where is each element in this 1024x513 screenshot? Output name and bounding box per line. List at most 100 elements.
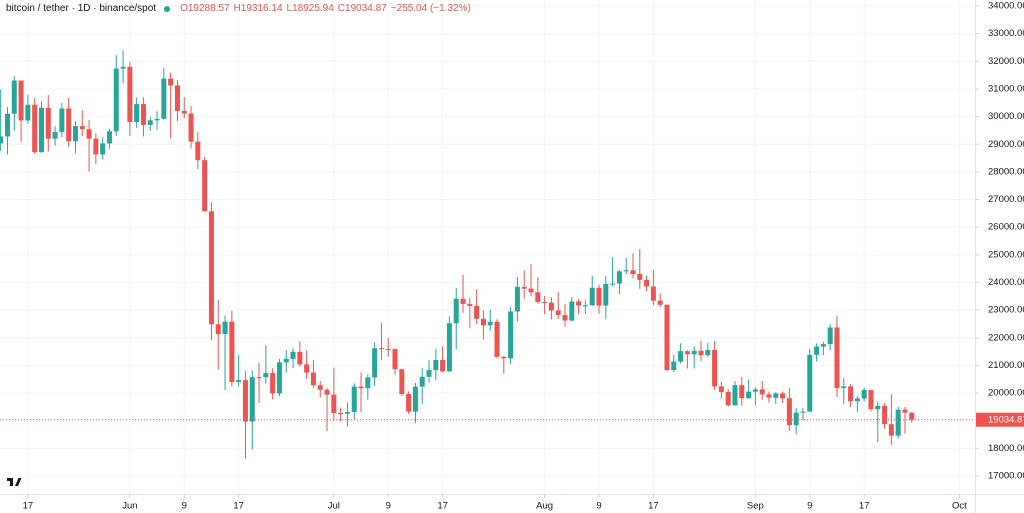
candle-body (650, 286, 656, 301)
y-tick-label: 21000.00 (988, 360, 1024, 371)
candle-body (596, 287, 602, 306)
candle-body (630, 270, 636, 275)
logo-bg (3, 471, 27, 491)
y-tick-label: 33000.00 (988, 28, 1024, 39)
candle-body (310, 372, 316, 386)
y-tick-label: 22000.00 (988, 332, 1024, 343)
x-tick-label: 9 (807, 501, 812, 512)
candle-body (834, 327, 840, 389)
candle-body (45, 107, 51, 139)
ohlc-open: O19288.57 (180, 3, 230, 14)
candle-body (616, 271, 622, 284)
candle-body (508, 311, 514, 359)
y-tick-label: 26000.00 (988, 222, 1024, 233)
candle-body (338, 412, 344, 414)
candle-body (215, 324, 221, 335)
candle-body (120, 66, 126, 69)
candle-body (106, 131, 112, 144)
candle-body (304, 364, 310, 373)
candle-body (263, 373, 269, 378)
candle-body (644, 279, 650, 287)
x-tick-label: 9 (596, 501, 601, 512)
candle-body (902, 409, 908, 413)
y-tick-label: 23000.00 (988, 305, 1024, 316)
x-tick-label: Aug (536, 501, 553, 512)
candle-body (848, 386, 854, 402)
candle-body (236, 380, 242, 382)
candle-body (392, 349, 398, 370)
candle-body (712, 349, 718, 387)
candle-body (610, 283, 616, 285)
candle-body (202, 160, 208, 212)
x-tick-label: Sep (747, 501, 764, 512)
candle-body (134, 104, 140, 122)
candle-body (664, 304, 670, 371)
candle-body (385, 348, 391, 350)
candle-body (181, 110, 187, 114)
candle-body (195, 141, 201, 161)
candle-body (453, 298, 459, 324)
candle-body (174, 85, 180, 111)
candle-body (487, 321, 493, 326)
candle-body (32, 104, 38, 153)
y-tick-label: 30000.00 (988, 111, 1024, 122)
candle-body (535, 292, 541, 303)
y-tick-label: 28000.00 (988, 166, 1024, 177)
y-tick-label: 20000.00 (988, 388, 1024, 399)
candle-body (637, 274, 643, 280)
candles (0, 50, 915, 459)
candle-body (882, 405, 888, 425)
logo-mark (7, 478, 22, 486)
candle-body (161, 78, 167, 119)
candle-body (623, 270, 629, 272)
candle-body (86, 129, 92, 139)
candle-body (739, 385, 745, 399)
candle-body (297, 351, 303, 365)
y-tick-label: 29000.00 (988, 139, 1024, 150)
candle-body (752, 389, 758, 392)
candle-body (474, 305, 480, 319)
candle-body (59, 108, 65, 132)
candle-body (759, 389, 765, 395)
candle-body (671, 361, 677, 371)
candle-body (249, 377, 255, 422)
candle-body (399, 369, 405, 395)
candle-body (582, 305, 588, 307)
candle-body (766, 394, 772, 398)
candle-body (562, 315, 568, 321)
x-tick-label: 9 (386, 501, 391, 512)
tradingview-logo[interactable] (3, 471, 27, 491)
candle-body (406, 394, 412, 412)
y-tick-label: 24000.00 (988, 277, 1024, 288)
candle-body (827, 327, 833, 345)
candle-body (242, 380, 248, 422)
candle-body (678, 351, 684, 362)
candle-body (52, 131, 58, 139)
last-price-label: 19034.87 (988, 414, 1024, 425)
symbol-title: bitcoin / tether · 1D · binance/spot (6, 3, 157, 14)
candle-body (79, 126, 85, 130)
candle-body (127, 66, 133, 122)
candle-body (351, 386, 357, 412)
candle-body (793, 412, 799, 426)
header: bitcoin / tether · 1D · binance/spot O19… (6, 3, 475, 14)
candle-body (548, 302, 554, 311)
y-tick-label: 27000.00 (988, 194, 1024, 205)
candle-body (841, 386, 847, 389)
candle-body (684, 351, 690, 355)
candle-body (773, 393, 779, 398)
candle-body (100, 143, 106, 155)
candle-body (270, 373, 276, 394)
candle-body (746, 391, 752, 399)
y-tick-label: 25000.00 (988, 249, 1024, 260)
candle-body (521, 286, 527, 289)
candle-body (66, 108, 72, 142)
candle-body (25, 104, 31, 121)
candle-body (433, 360, 439, 371)
x-tick-label: Jun (122, 501, 137, 512)
candle-body (276, 362, 282, 394)
candle-body (331, 394, 337, 413)
candle-body (72, 126, 78, 142)
